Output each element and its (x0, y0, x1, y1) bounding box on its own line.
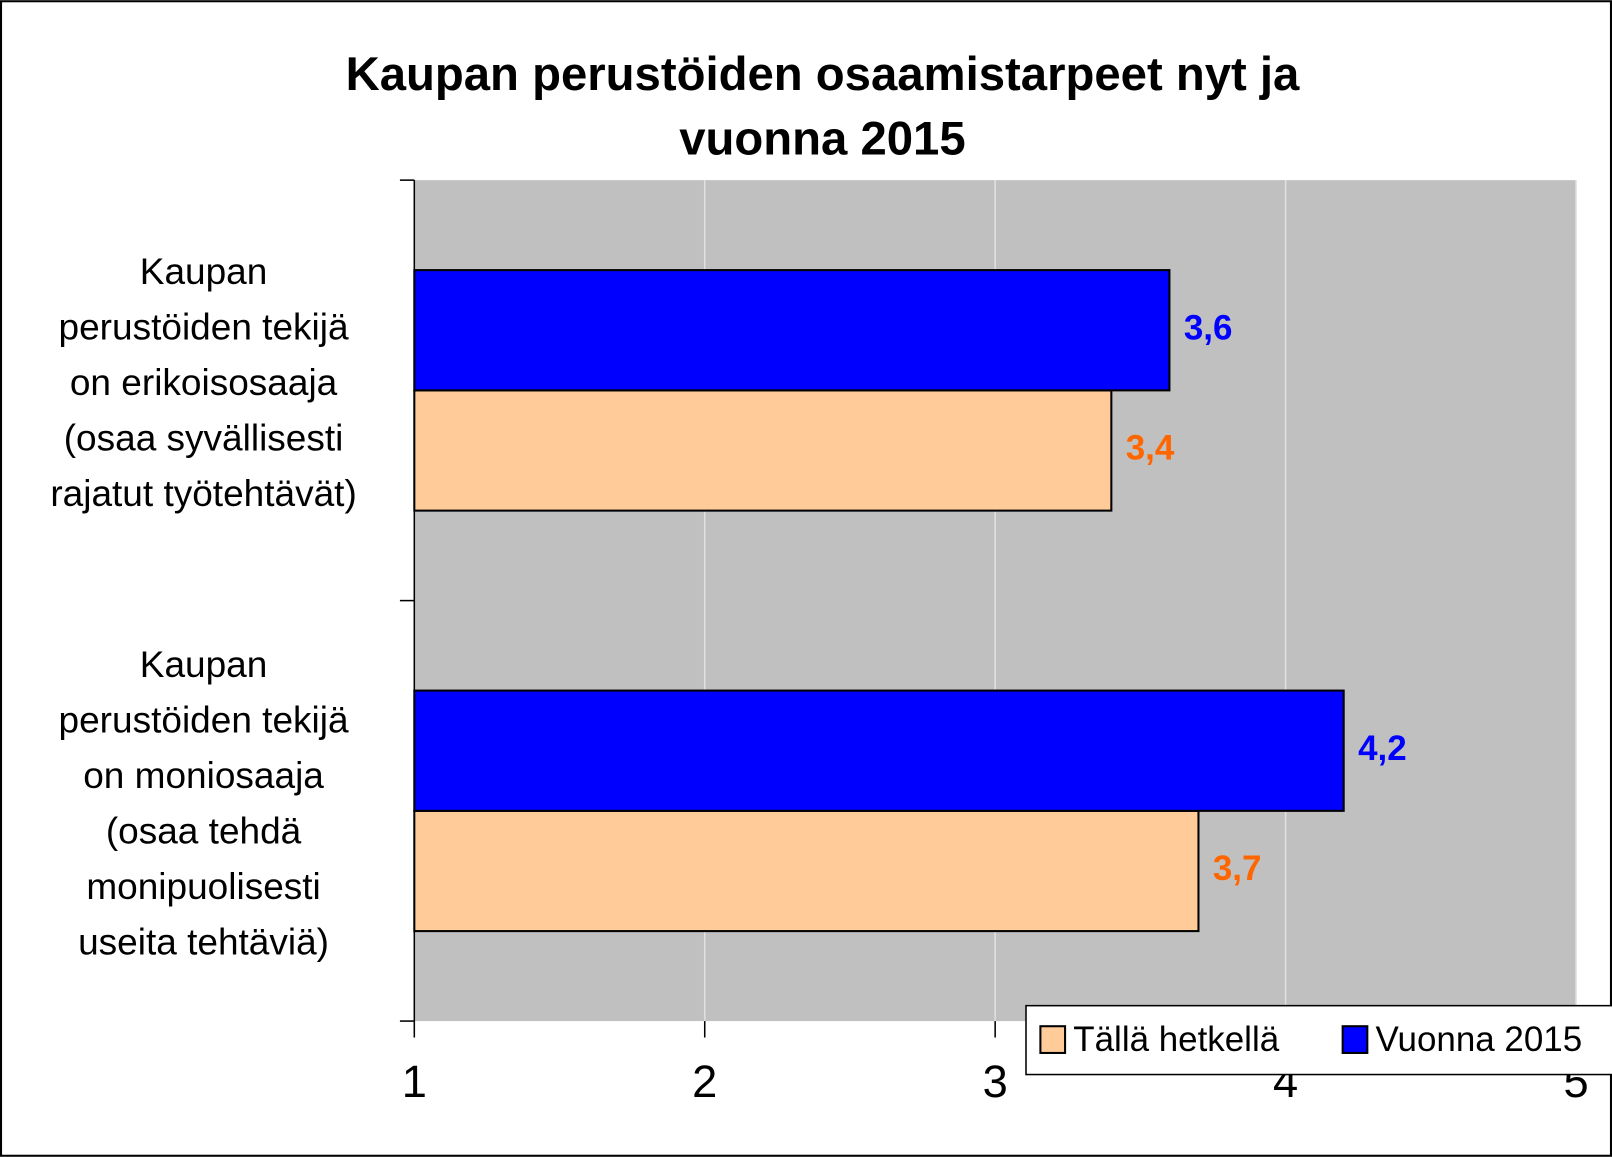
y-tick-label: Kaupan perustöiden tekijä on moniosaaja (os… (59, 643, 349, 963)
y-tick-label: Kaupan perustöiden tekijä on erikoisosaaja… (50, 250, 356, 514)
bar (413, 809, 1200, 933)
bar (413, 689, 1345, 812)
x-tick-label: 2 (692, 1056, 717, 1107)
x-tick-label: 1 (402, 1056, 427, 1107)
legend-box (1025, 1004, 1612, 1076)
x-tick-label: 3 (983, 1056, 1008, 1107)
data-label: 3,4 (1126, 429, 1175, 468)
chart-title: Kaupan perustöiden osaamistarpeet nyt ja… (346, 48, 1300, 166)
legend-swatch (1341, 1025, 1369, 1054)
legend-label: Tällä hetkellä (1073, 1020, 1279, 1059)
bar (413, 269, 1171, 392)
legend-label: Vuonna 2015 (1376, 1020, 1583, 1059)
data-label: 4,2 (1358, 729, 1407, 768)
data-label: 3,7 (1213, 849, 1262, 888)
data-label: 3,6 (1184, 308, 1233, 347)
legend: Tällä hetkellä Vuonna 2015 (1025, 1004, 1612, 1076)
legend-swatch (1039, 1025, 1067, 1054)
bar (413, 389, 1113, 512)
